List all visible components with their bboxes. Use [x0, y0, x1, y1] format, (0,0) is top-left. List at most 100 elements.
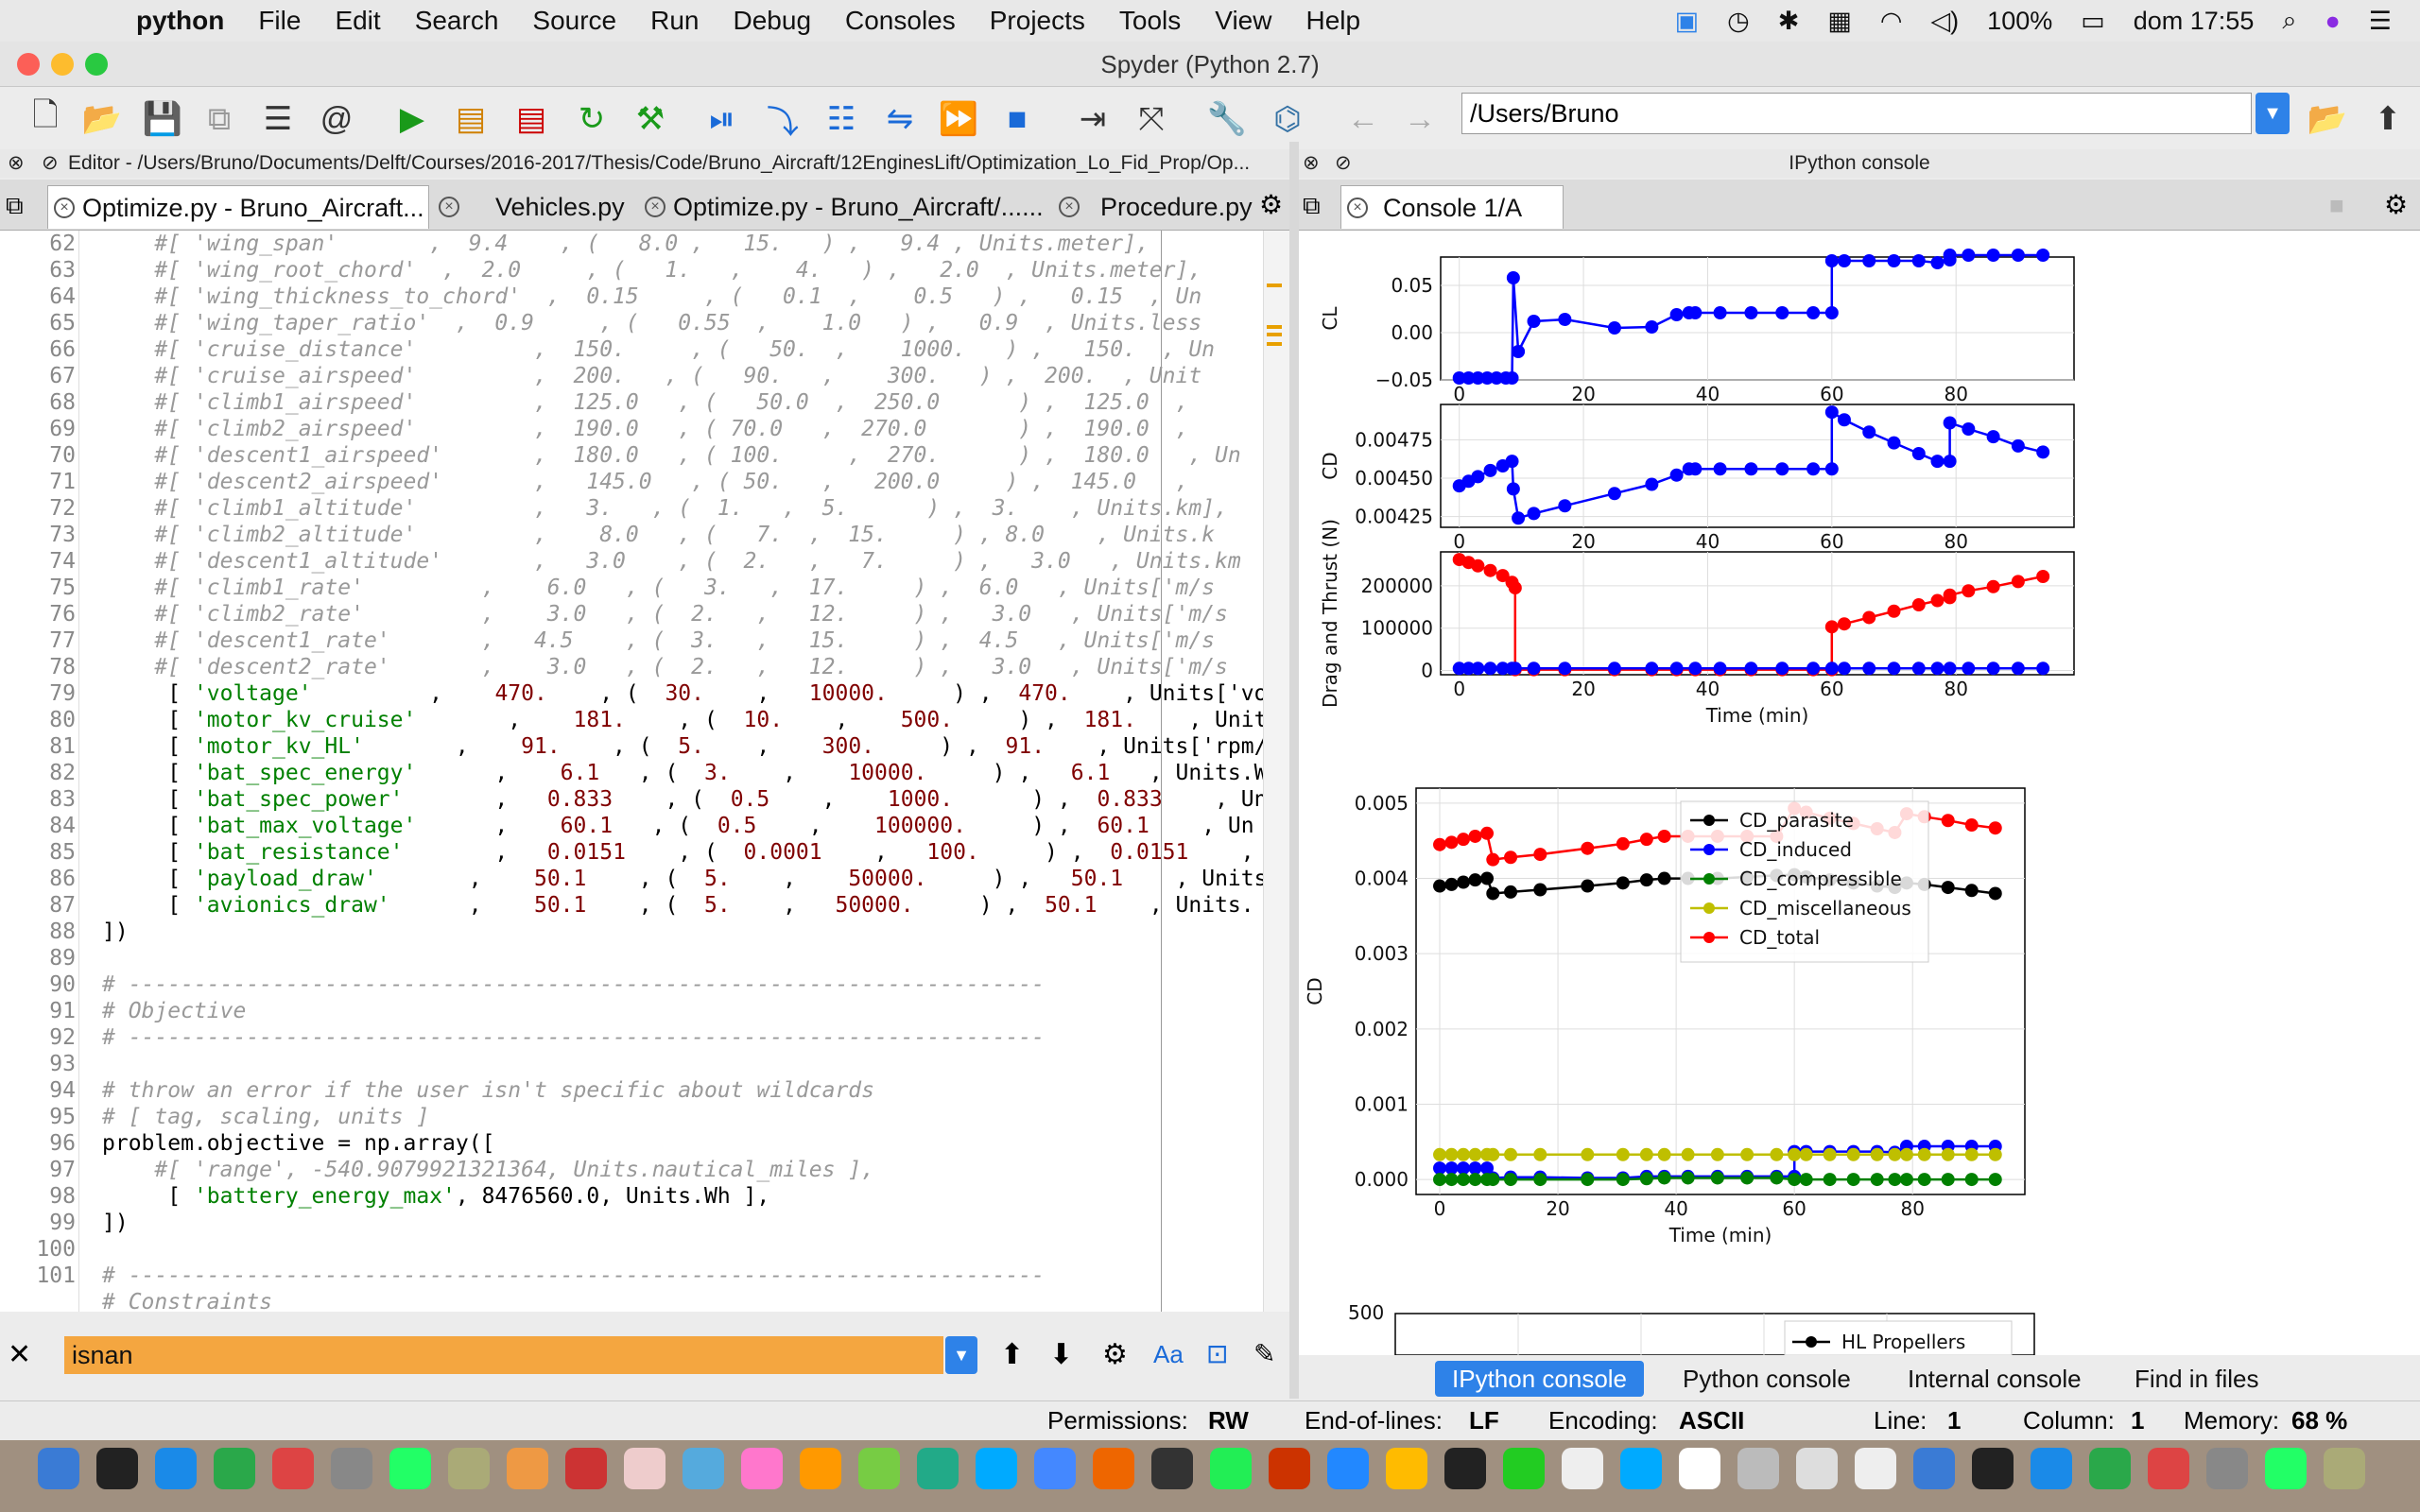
tab-find-in-files[interactable]: Find in files [2135, 1365, 2259, 1393]
window-thumbnail-icon[interactable] [1562, 1448, 1603, 1489]
app-store-icon[interactable] [917, 1448, 959, 1489]
save-all-icon[interactable]: ⧉ [207, 100, 232, 137]
photos-icon[interactable] [683, 1448, 724, 1489]
code-line[interactable]: 72 #[ 'climb1_altitude' , 3. , ( 1. , 5.… [0, 495, 1267, 522]
maximize-pane-icon[interactable]: ⇥ [1079, 101, 1107, 137]
code-line[interactable]: 82 [ 'bat_spec_energy' , 6.1 , ( 3. , 10… [0, 760, 1289, 786]
code-line[interactable]: 62 #[ 'wing_span' , 9.4 , ( 8.0 , 15. ) … [0, 231, 1267, 257]
code-line[interactable]: 67 #[ 'cruise_airspeed' , 200. , ( 90. ,… [0, 363, 1267, 389]
working-directory-input[interactable]: /Users/Bruno [1461, 93, 2252, 134]
code-area[interactable]: 62 #[ 'wing_span' , 9.4 , ( 8.0 , 15. ) … [0, 231, 1289, 1312]
menu-consoles[interactable]: Consoles [845, 6, 956, 35]
forward-arrow-icon[interactable]: → [1404, 100, 1436, 137]
code-line[interactable]: 73 #[ 'climb2_altitude' , 8.0 , ( 7. , 1… [0, 522, 1267, 548]
code-line[interactable]: 87 [ 'avionics_draw' , 50.1 , ( 5. , 500… [0, 892, 1267, 919]
code-line[interactable]: 90 # ------------------------------------… [0, 971, 1267, 998]
editor-scrollbar[interactable] [1263, 231, 1289, 1312]
powerpoint-icon[interactable] [1210, 1448, 1252, 1489]
excel-icon[interactable] [272, 1448, 314, 1489]
chrome-icon[interactable] [214, 1448, 255, 1489]
spotlight-icon[interactable]: ⌕ [2282, 6, 2297, 34]
code-line[interactable]: 75 #[ 'climb1_rate' , 6.0 , ( 3. , 17. )… [0, 575, 1267, 601]
code-line[interactable]: 91 # Objective [0, 998, 1267, 1024]
parent-directory-icon[interactable]: ⬆ [2374, 101, 2402, 137]
code-line[interactable]: 101 # -----------------------------------… [0, 1263, 1267, 1289]
code-line[interactable]: 78 #[ 'descent2_rate' , 3.0 , ( 2. , 12.… [0, 654, 1267, 680]
folder-icon[interactable] [1444, 1448, 1486, 1489]
find-options-gear-icon[interactable]: ⚙ [1102, 1339, 1128, 1370]
code-line[interactable]: 94 # throw an error if the user isn't spe… [0, 1077, 1267, 1104]
code-line[interactable]: 98 [ 'battery_energy_max', 8476560.0, Un… [0, 1183, 1267, 1210]
step-into-icon[interactable]: ☷ [826, 101, 856, 137]
find-previous-icon[interactable]: ⬆ [1000, 1339, 1025, 1370]
charts-icon[interactable] [800, 1448, 841, 1489]
find-history-dropdown[interactable]: ▼ [945, 1336, 977, 1374]
tab-console-1a[interactable]: × Console 1/A [1340, 185, 1564, 229]
code-line[interactable]: 80 [ 'motor_kv_cruise' , 181. , ( 10. , … [0, 707, 1280, 733]
window-thumbnail-icon[interactable] [1620, 1448, 1662, 1489]
code-editor[interactable]: 62 #[ 'wing_span' , 9.4 , ( 8.0 , 15. ) … [0, 231, 1289, 1312]
tab-optimize-2[interactable]: × Optimize.py - Bruno_Aircraft/...... [639, 185, 1049, 229]
tab-optimize-1[interactable]: × Optimize.py - Bruno_Aircraft... [47, 185, 429, 229]
menu-source[interactable]: Source [532, 6, 617, 35]
code-line[interactable]: 86 [ 'payload_draw' , 50.1 , ( 5. , 5000… [0, 866, 1289, 892]
zoom-window-button[interactable] [85, 53, 108, 76]
close-icon[interactable]: × [1059, 197, 1080, 217]
code-line[interactable]: 84 [ 'bat_max_voltage' , 60.1 , ( 0.5 , … [0, 813, 1267, 839]
terminal-icon[interactable] [1269, 1448, 1310, 1489]
run-cell-icon[interactable]: ▤ [455, 101, 487, 137]
new-file-icon[interactable]: 🗋 [32, 96, 59, 133]
menu-debug[interactable]: Debug [733, 6, 812, 35]
save-file-icon[interactable]: 💾 [142, 101, 183, 137]
tab-vehicles[interactable]: × Vehicles.py [433, 185, 631, 229]
calendar-icon[interactable] [565, 1448, 607, 1489]
run-config-icon[interactable]: ⚒ [635, 101, 666, 137]
fullscreen-icon[interactable]: ⤧ [1138, 100, 1165, 137]
code-line[interactable]: 89 [0, 945, 1267, 971]
launchpad-icon[interactable] [389, 1448, 431, 1489]
undock-pane-icon[interactable]: ⊘ [1335, 152, 1352, 174]
undock-pane-icon[interactable]: ⊘ [42, 152, 59, 174]
close-pane-icon[interactable]: ⊗ [1303, 152, 1320, 174]
teamviewer-icon[interactable] [1327, 1448, 1369, 1489]
close-icon[interactable]: × [645, 197, 666, 217]
memory-icon[interactable]: ▦ [1827, 6, 1852, 35]
code-line[interactable]: 96 problem.objective = np.array([ [0, 1130, 1267, 1157]
stop-debug-icon[interactable]: ■ [1007, 100, 1028, 137]
window-thumbnail-icon[interactable] [2324, 1448, 2365, 1489]
tab-internal-console[interactable]: Internal console [1908, 1365, 2082, 1393]
window-thumbnail-icon[interactable] [2031, 1448, 2072, 1489]
code-line[interactable]: 74 #[ 'descent1_altitude' , 3.0 , ( 2. ,… [0, 548, 1267, 575]
code-line[interactable]: 93 [0, 1051, 1267, 1077]
code-line[interactable]: 65 #[ 'wing_taper_ratio' , 0.9 , ( 0.55 … [0, 310, 1267, 336]
stop-kernel-icon[interactable]: ■ [2329, 191, 2344, 219]
python-path-icon[interactable]: ⌬ [1273, 101, 1302, 137]
close-find-icon[interactable]: ✕ [8, 1339, 32, 1370]
tab-procedure[interactable]: × Procedure.py [1053, 185, 1257, 229]
file-list-icon[interactable]: ☰ [263, 101, 293, 137]
safari-icon[interactable] [155, 1448, 197, 1489]
notes-icon[interactable] [507, 1448, 548, 1489]
menu-file[interactable]: File [258, 6, 302, 35]
finder-icon[interactable] [38, 1448, 79, 1489]
window-thumbnail-icon[interactable] [1679, 1448, 1720, 1489]
back-arrow-icon[interactable]: ← [1347, 100, 1379, 137]
facetime-icon[interactable] [741, 1448, 783, 1489]
window-thumbnail-icon[interactable] [2206, 1448, 2248, 1489]
window-thumbnail-icon[interactable] [1737, 1448, 1779, 1489]
minimize-window-button[interactable] [51, 53, 74, 76]
at-icon[interactable]: @ [320, 100, 354, 137]
itunes-icon[interactable] [976, 1448, 1017, 1489]
code-line[interactable]: 97 #[ 'range', -540.9079921321364, Units… [0, 1157, 1267, 1183]
close-icon[interactable]: × [54, 198, 75, 218]
time-machine-icon[interactable]: ◷ [1727, 6, 1750, 35]
bluetooth-icon[interactable]: ✱ [1777, 6, 1800, 35]
regex-icon[interactable]: ✎ [1253, 1339, 1276, 1368]
step-icon[interactable]: ⤵ [767, 104, 799, 141]
trash-icon[interactable] [1855, 1448, 1896, 1489]
notification-center-icon[interactable]: ☰ [2368, 6, 2392, 35]
code-line[interactable]: 71 #[ 'descent2_airspeed' , 145.0 , ( 50… [0, 469, 1267, 495]
code-line[interactable]: 83 [ 'bat_spec_power' , 0.833 , ( 0.5 , … [0, 786, 1280, 813]
whole-word-icon[interactable]: ⊡ [1206, 1339, 1229, 1368]
code-line[interactable]: 64 #[ 'wing_thickness_to_chord' , 0.15 ,… [0, 284, 1267, 310]
